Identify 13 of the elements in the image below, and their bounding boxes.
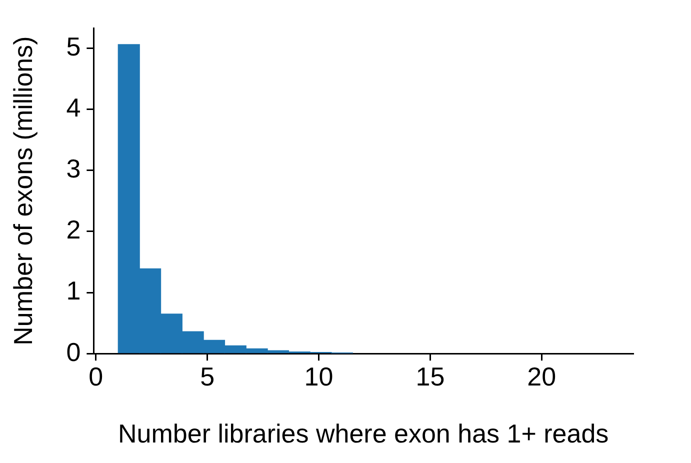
x-axis-title: Number libraries where exon has 1+ reads [118,418,609,449]
x-tick-label: 0 [88,361,104,392]
x-tick-label: 5 [200,361,215,392]
y-axis-title: Number of exons (millions) [8,36,38,346]
y-tick-label: 0 [66,336,81,367]
y-tick-label: 5 [66,31,81,62]
x-tick-label: 10 [304,361,334,392]
y-tick-label: 2 [66,214,81,245]
y-tick-label: 1 [66,276,81,306]
x-tick-label: 15 [416,361,445,392]
y-tick-label: 4 [66,92,81,122]
y-tick-label: 3 [66,154,81,184]
x-tick-label: 20 [527,361,556,392]
